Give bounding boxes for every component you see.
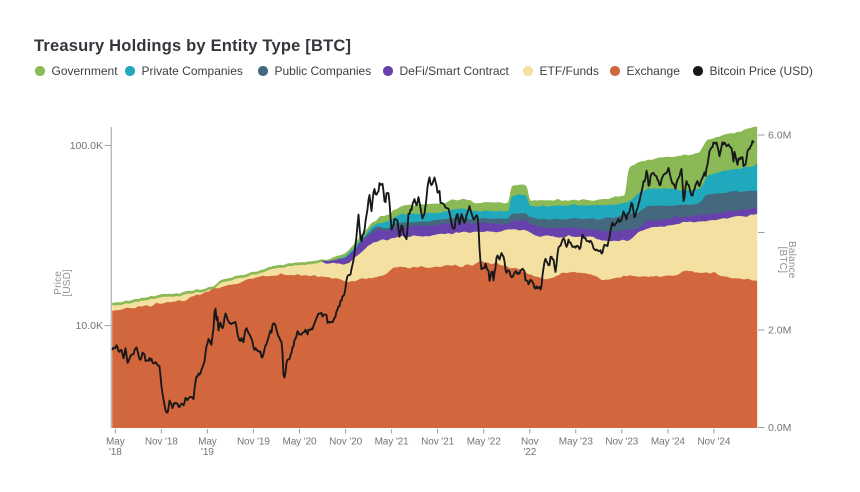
svg-text:100.0K: 100.0K — [70, 140, 103, 152]
svg-text:'22: '22 — [523, 447, 536, 458]
svg-text:May '21: May '21 — [375, 437, 410, 448]
svg-text:Nov '24: Nov '24 — [697, 437, 730, 448]
svg-text:May: May — [198, 437, 217, 448]
svg-text:Nov '23: Nov '23 — [605, 437, 638, 448]
svg-text:Nov '19: Nov '19 — [237, 437, 270, 448]
svg-text:0.0M: 0.0M — [768, 422, 791, 434]
svg-text:'18: '18 — [109, 447, 122, 458]
svg-text:May: May — [106, 437, 125, 448]
svg-text:May '20: May '20 — [282, 437, 317, 448]
svg-text:Nov '20: Nov '20 — [329, 437, 362, 448]
svg-text:'19: '19 — [201, 447, 214, 458]
svg-text:Nov '21: Nov '21 — [421, 437, 454, 448]
svg-text:10.0K: 10.0K — [76, 320, 103, 332]
svg-text:May '23: May '23 — [559, 437, 594, 448]
svg-text:May '24: May '24 — [651, 437, 686, 448]
svg-text:Nov: Nov — [521, 437, 539, 448]
svg-text:6.0M: 6.0M — [768, 130, 791, 142]
svg-text:2.0M: 2.0M — [768, 325, 791, 337]
svg-text:May '22: May '22 — [467, 437, 502, 448]
svg-text:Nov '18: Nov '18 — [145, 437, 178, 448]
